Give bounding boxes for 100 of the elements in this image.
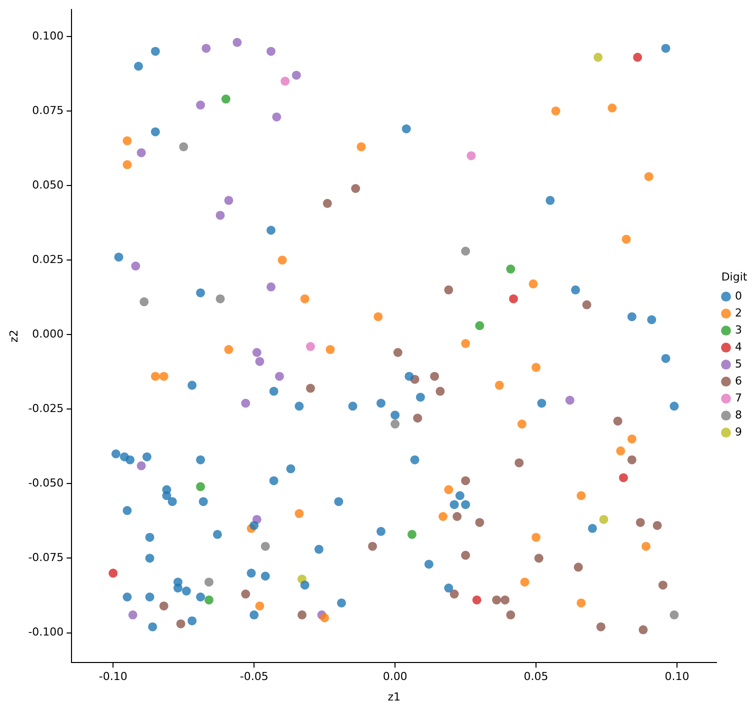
y-tick-label: -0.075	[28, 551, 64, 564]
point	[438, 512, 448, 521]
point	[627, 434, 636, 444]
point	[444, 285, 454, 294]
point	[638, 625, 648, 634]
point	[131, 262, 140, 271]
point	[196, 100, 206, 110]
point	[508, 294, 518, 304]
point	[176, 619, 186, 628]
point	[576, 598, 586, 608]
point	[292, 70, 301, 80]
point	[636, 518, 645, 527]
y-tick-label: 0.000	[32, 327, 64, 340]
point	[224, 345, 234, 354]
point	[252, 348, 262, 357]
point	[255, 601, 264, 610]
point	[534, 554, 544, 563]
point	[596, 622, 606, 632]
y-tick-label: 0.050	[32, 178, 64, 192]
point	[576, 491, 586, 500]
point	[368, 542, 378, 551]
point	[326, 345, 335, 354]
point	[224, 196, 234, 205]
point	[644, 172, 654, 182]
point	[492, 595, 502, 604]
point	[216, 294, 225, 304]
point	[108, 568, 118, 578]
point	[159, 601, 168, 610]
legend-label: 2	[735, 306, 742, 320]
point	[128, 610, 138, 620]
point	[298, 610, 307, 620]
point	[407, 530, 416, 539]
point	[241, 590, 250, 599]
point	[528, 279, 538, 288]
y-tick-label: 0.075	[32, 104, 64, 117]
point	[390, 420, 400, 429]
point	[374, 312, 383, 322]
point	[272, 112, 282, 122]
x-axis-title: z1	[388, 690, 400, 704]
point	[306, 342, 315, 352]
point	[461, 246, 470, 256]
point	[608, 104, 617, 112]
point	[122, 136, 132, 146]
point	[520, 578, 530, 587]
point	[506, 264, 516, 274]
point	[221, 94, 230, 104]
legend-label: 0	[735, 289, 742, 302]
point	[517, 420, 526, 429]
x-tick-label: -0.05	[240, 670, 268, 684]
point	[494, 380, 504, 390]
point	[514, 458, 524, 468]
point	[565, 396, 574, 405]
legend-label: 8	[735, 408, 742, 422]
point	[450, 590, 459, 599]
legend-label: 7	[735, 391, 742, 404]
y-axis-title: z2	[7, 330, 20, 342]
point	[461, 339, 470, 348]
point	[159, 372, 168, 381]
point	[306, 384, 315, 393]
point	[322, 198, 332, 208]
point	[204, 595, 214, 604]
point	[136, 461, 146, 470]
point	[551, 106, 560, 116]
point	[461, 550, 470, 560]
x-tick-label: 0.05	[524, 670, 548, 684]
point	[670, 610, 679, 620]
point	[430, 372, 440, 381]
point	[260, 542, 270, 551]
point	[452, 512, 462, 521]
point	[266, 46, 276, 56]
point	[616, 446, 626, 456]
point	[196, 482, 206, 492]
point	[300, 294, 310, 304]
point	[472, 595, 482, 604]
x-tick-label: -0.10	[98, 670, 128, 684]
point	[179, 142, 188, 152]
point	[393, 348, 402, 357]
point	[136, 148, 146, 158]
point	[658, 580, 668, 590]
point	[278, 256, 287, 265]
point	[280, 76, 290, 86]
y-tick-label: -0.025	[28, 402, 64, 416]
point	[140, 297, 149, 306]
point	[613, 416, 622, 426]
point	[274, 372, 284, 381]
point	[216, 210, 225, 220]
point	[320, 613, 330, 622]
point	[202, 44, 211, 53]
point	[356, 142, 366, 152]
point	[633, 52, 642, 62]
legend-label: 9	[735, 425, 742, 438]
point	[255, 356, 264, 366]
point	[266, 282, 276, 292]
y-tick-label: -0.100	[28, 626, 64, 639]
legend-label: 3	[735, 323, 742, 336]
point	[506, 610, 516, 620]
point	[475, 518, 484, 527]
point	[622, 234, 631, 244]
point	[436, 386, 445, 396]
point	[532, 532, 541, 542]
